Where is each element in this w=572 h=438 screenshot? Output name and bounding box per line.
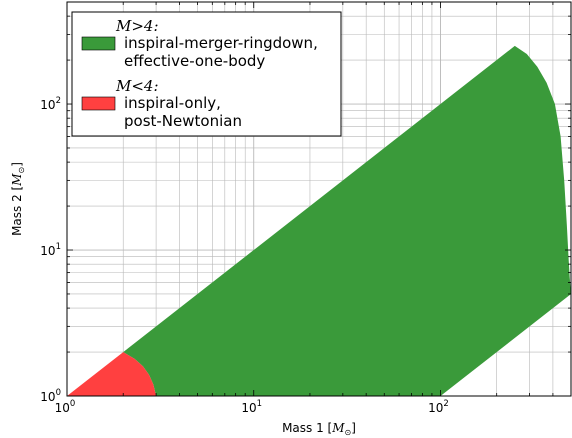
legend-label-inspiral-2: post-Newtonian	[124, 112, 242, 130]
y-axis-label: Mass 2 [M⊙]	[10, 162, 26, 236]
x-tick-label: 101	[241, 399, 262, 415]
legend-label-imr-2: effective-one-body	[124, 52, 265, 70]
legend-label-imr-1: inspiral-merger-ringdown,	[124, 34, 318, 52]
legend-box	[71, 11, 342, 137]
x-axis-label: Mass 1 [M⊙]	[282, 421, 356, 437]
legend-header-inspiral: M<4:	[115, 77, 159, 95]
y-tick-label: 100	[40, 388, 61, 404]
legend-swatch-imr	[81, 36, 116, 51]
y-tick-label: 102	[40, 96, 61, 112]
y-tick-label: 101	[40, 242, 61, 258]
x-tick-label: 102	[428, 399, 449, 415]
ticks	[66, 1, 572, 397]
legend-header-imr: M>4:	[115, 17, 159, 35]
tick-labels: 100 101 102 100 101 102	[40, 96, 449, 415]
regions	[67, 45, 571, 396]
region-imr	[123, 45, 571, 396]
plot-frame	[66, 1, 572, 397]
legend: M>4: inspiral-merger-ringdown, effective…	[71, 11, 342, 137]
x-tick-label: 100	[55, 399, 76, 415]
legend-swatch-inspiral	[81, 96, 116, 111]
region-inspiral	[67, 352, 157, 396]
legend-label-inspiral-1: inspiral-only,	[124, 94, 221, 112]
